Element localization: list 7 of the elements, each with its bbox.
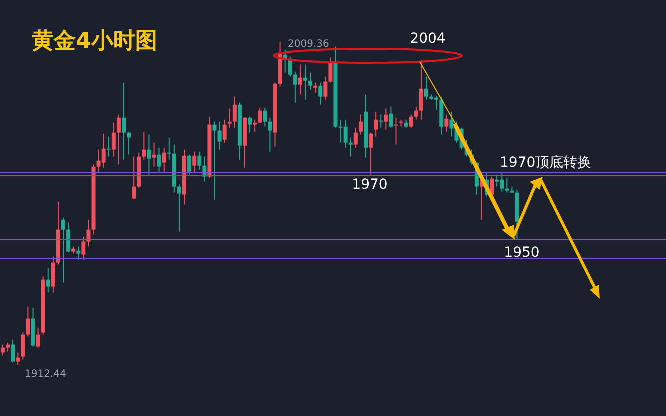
text: 1912.44: [25, 369, 66, 380]
annotation: 1970: [352, 177, 388, 193]
annotation: 1950: [504, 245, 540, 261]
annotation: 1970顶底转换: [500, 155, 592, 171]
chart-title: 黄金4小时图: [31, 29, 158, 54]
annotation: 2009.36: [288, 39, 330, 50]
annotation: 2004: [410, 31, 446, 47]
